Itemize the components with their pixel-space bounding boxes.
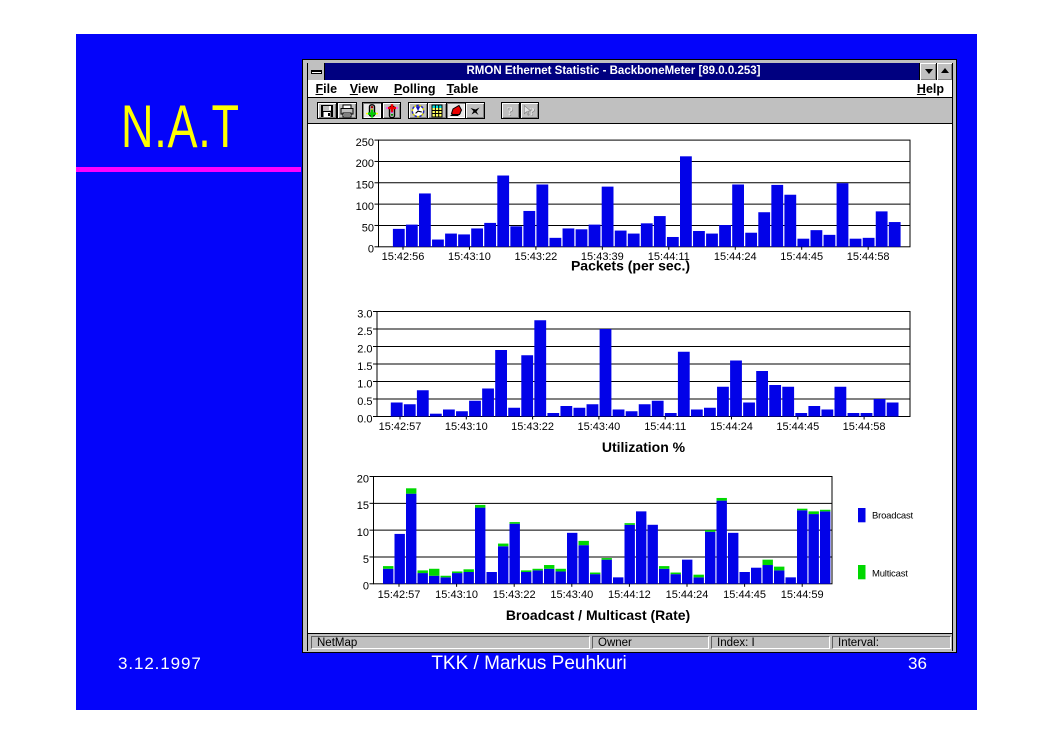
svg-text:15:44:45: 15:44:45 xyxy=(776,420,819,432)
svg-text:15:42:57: 15:42:57 xyxy=(379,420,422,432)
svg-text:15: 15 xyxy=(357,500,369,512)
svg-text:2.5: 2.5 xyxy=(357,325,372,337)
svg-text:0: 0 xyxy=(363,580,369,592)
svg-text:15:42:57: 15:42:57 xyxy=(378,589,421,601)
svg-text:?: ? xyxy=(530,106,536,118)
svg-text:15:43:22: 15:43:22 xyxy=(511,420,554,432)
svg-text:Packets (per sec.): Packets (per sec.) xyxy=(571,257,690,273)
svg-text:0.5: 0.5 xyxy=(357,395,372,407)
svg-text:15:43:10: 15:43:10 xyxy=(435,589,478,601)
svg-text:250: 250 xyxy=(356,136,374,148)
svg-text:15:44:12: 15:44:12 xyxy=(608,589,651,601)
svg-text:15:43:39: 15:43:39 xyxy=(581,251,624,263)
svg-text:100: 100 xyxy=(356,200,374,212)
svg-text:15:44:58: 15:44:58 xyxy=(847,251,890,263)
svg-text:50: 50 xyxy=(362,222,374,234)
svg-text:Broadcast: Broadcast xyxy=(872,510,914,521)
svg-text:1.0: 1.0 xyxy=(357,378,372,390)
svg-text:15:44:24: 15:44:24 xyxy=(710,420,753,432)
svg-text:15:43:40: 15:43:40 xyxy=(577,420,620,432)
svg-text:3.0: 3.0 xyxy=(357,308,372,320)
svg-text:15:44:58: 15:44:58 xyxy=(843,420,886,432)
svg-text:10: 10 xyxy=(357,526,369,538)
svg-text:15:43:22: 15:43:22 xyxy=(514,251,557,263)
svg-text:15:43:40: 15:43:40 xyxy=(550,589,593,601)
svg-text:200: 200 xyxy=(356,158,374,170)
svg-text:15:44:11: 15:44:11 xyxy=(648,251,690,263)
svg-text:15:43:10: 15:43:10 xyxy=(448,251,491,263)
svg-text:15:43:22: 15:43:22 xyxy=(493,589,536,601)
svg-text:5: 5 xyxy=(363,553,369,565)
svg-text:?: ? xyxy=(508,104,514,118)
svg-text:15:44:24: 15:44:24 xyxy=(666,589,709,601)
svg-text:?: ? xyxy=(507,104,514,118)
svg-text:15:44:24: 15:44:24 xyxy=(714,251,757,263)
svg-text:15:44:59: 15:44:59 xyxy=(781,589,824,601)
svg-text:Multicast: Multicast xyxy=(872,568,908,579)
svg-text:20: 20 xyxy=(357,473,369,485)
svg-text:Utilization %: Utilization % xyxy=(602,439,686,455)
svg-text:15:44:45: 15:44:45 xyxy=(780,251,823,263)
svg-text:Broadcast / Multicast (Rate): Broadcast / Multicast (Rate) xyxy=(506,607,690,623)
svg-text:?: ? xyxy=(530,106,536,117)
svg-text:2.0: 2.0 xyxy=(357,343,372,355)
svg-text:1.5: 1.5 xyxy=(357,360,372,372)
svg-text:0: 0 xyxy=(368,243,374,255)
svg-text:15:43:10: 15:43:10 xyxy=(445,420,488,432)
svg-text:150: 150 xyxy=(356,179,374,191)
svg-text:15:44:11: 15:44:11 xyxy=(644,420,686,432)
svg-text:15:42:56: 15:42:56 xyxy=(382,251,425,263)
svg-text:0.0: 0.0 xyxy=(357,413,372,425)
svg-text:15:44:45: 15:44:45 xyxy=(723,589,766,601)
